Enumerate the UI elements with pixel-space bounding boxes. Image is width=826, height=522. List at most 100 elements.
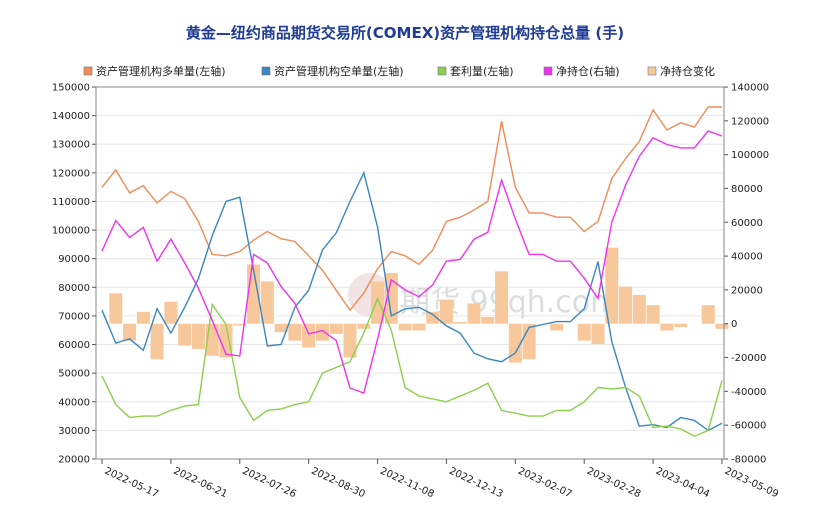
bar-net-change (123, 323, 137, 341)
y-left-tick-label: 50000 (58, 369, 90, 380)
series-line-1 (101, 170, 723, 432)
bar-net-change (605, 247, 619, 324)
bar-net-change (288, 323, 302, 341)
bar-net-change (577, 323, 591, 341)
bar-net-change (398, 323, 412, 331)
bar-net-change (315, 323, 329, 341)
y-left-tick-label: 60000 (58, 340, 90, 351)
legend-swatch (83, 66, 93, 76)
bar-net-change (302, 323, 316, 348)
bar-net-change (150, 323, 164, 360)
bar-net-change (508, 323, 522, 363)
bar-net-change (219, 323, 233, 358)
x-tick-label: 2022-08-30 (309, 466, 366, 501)
bar-net-change (412, 323, 426, 331)
bar-net-change (260, 281, 274, 324)
x-tick-label: 2023-05-09 (723, 466, 780, 501)
bar-net-change (495, 271, 509, 324)
legend: 资产管理机构多单量(左轴) 资产管理机构空单量(左轴) 套利量(左轴) 净持仓(右轴)… (83, 64, 715, 78)
bar-net-change (371, 281, 385, 324)
x-tick-label: 2022-07-26 (241, 466, 298, 501)
x-tick-label: 2022-12-13 (447, 466, 504, 501)
y-left-tick-label: 70000 (58, 311, 90, 322)
y-right-tick-label: 140000 (731, 83, 769, 94)
legend-swatch (647, 66, 657, 76)
legend-item: 套利量(左轴) (437, 64, 514, 78)
legend-item: 资产管理机构空单量(左轴) (261, 64, 404, 78)
legend-item: 净持仓变化 (647, 64, 715, 78)
bar-net-change (467, 303, 481, 324)
series-line-0 (101, 106, 722, 312)
bar-net-change (481, 316, 495, 324)
bar-net-change (109, 293, 123, 324)
y-right-tick-label: -60000 (731, 421, 766, 432)
bar-net-change (660, 323, 674, 331)
legend-label: 套利量(左轴) (450, 64, 514, 78)
bar-net-change (426, 311, 440, 324)
y-left-tick-label: 130000 (52, 140, 90, 151)
bar-net-change (550, 323, 564, 331)
legend-swatch (261, 66, 271, 76)
bar-net-change (674, 323, 688, 328)
bar-net-change (522, 323, 536, 360)
x-tick-label: 2023-02-07 (516, 466, 573, 501)
bar-net-change (619, 286, 633, 324)
y-left-tick-label: 90000 (58, 254, 90, 265)
x-tick-label: 2022-06-21 (172, 466, 229, 501)
y-right-tick-label: 100000 (731, 150, 769, 161)
y-right-tick-label: 0 (731, 319, 737, 330)
legend-item: 净持仓(右轴) (543, 64, 620, 78)
y-left-tick-label: 20000 (58, 455, 90, 466)
chart-title: 黄金—纽约商品期货交易所(COMEX)资产管理机构持仓总量 (手) (186, 24, 624, 42)
legend-swatch (543, 66, 553, 76)
y-right-tick-label: -80000 (731, 455, 766, 466)
legend-swatch (437, 66, 447, 76)
bar-net-change (233, 323, 247, 326)
series-line-3 (101, 130, 723, 395)
legend-label: 净持仓变化 (660, 64, 715, 78)
y-left-tick-label: 100000 (52, 226, 90, 237)
y-left-tick-label: 120000 (52, 168, 90, 179)
x-tick-label: 2022-11-08 (378, 466, 435, 501)
line-series (101, 106, 723, 437)
bar-net-change (715, 323, 729, 329)
bar-net-change (343, 323, 357, 358)
y-left-tick-label: 80000 (58, 283, 90, 294)
y-right-tick-label: 20000 (731, 285, 763, 296)
legend-label: 资产管理机构空单量(左轴) (274, 64, 404, 78)
x-tick-label: 2023-04-04 (654, 466, 711, 501)
bar-net-change (329, 323, 343, 334)
bar-net-change (357, 323, 371, 329)
y-right-tick-label: 40000 (731, 252, 763, 263)
x-tick-label: 2023-02-28 (585, 466, 642, 501)
legend-item: 资产管理机构多单量(左轴) (83, 64, 226, 78)
bar-net-change (164, 301, 178, 324)
y-right-tick-label: 120000 (731, 116, 769, 127)
y-right-tick-label: -40000 (731, 387, 766, 398)
bar-net-change (274, 323, 288, 333)
legend-label: 净持仓(右轴) (556, 64, 620, 78)
y-left-tick-label: 140000 (52, 111, 90, 122)
y-left-tick-label: 30000 (58, 426, 90, 437)
bar-net-change (453, 322, 467, 324)
bar-net-change (384, 273, 398, 324)
bar-net-change (646, 305, 660, 324)
bar-net-change (136, 311, 150, 324)
bar-series (109, 247, 729, 363)
y-left-tick-label: 150000 (52, 83, 90, 94)
y-left-tick-label: 110000 (52, 197, 90, 208)
bar-net-change (439, 300, 453, 324)
y-right-tick-label: -20000 (731, 353, 766, 364)
bar-net-change (701, 305, 715, 324)
series-line-2 (101, 296, 723, 437)
bar-net-change (178, 323, 192, 346)
legend-label: 资产管理机构多单量(左轴) (96, 64, 226, 78)
bar-net-change (591, 323, 605, 345)
x-tick-label: 2022-05-17 (103, 466, 160, 501)
y-left-tick-label: 40000 (58, 397, 90, 408)
bar-net-change (191, 323, 205, 350)
bar-net-change (632, 294, 646, 324)
y-right-tick-label: 80000 (731, 184, 763, 195)
plot-frame (95, 86, 725, 460)
